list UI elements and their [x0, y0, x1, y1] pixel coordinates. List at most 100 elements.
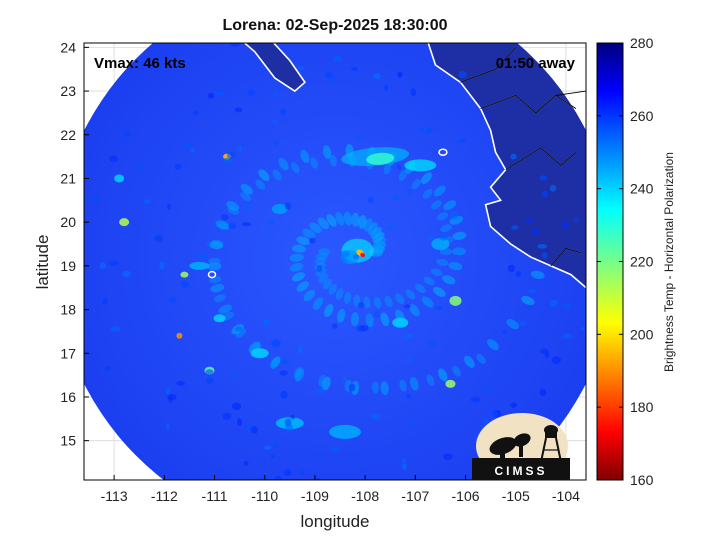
- temp-feature: [143, 199, 152, 204]
- temp-feature: [284, 202, 291, 210]
- temp-feature: [373, 311, 380, 318]
- temp-feature: [193, 110, 199, 116]
- temp-feature: [445, 379, 456, 388]
- temp-feature: [325, 71, 333, 79]
- colorbar-tick-label: 280: [630, 35, 654, 51]
- temp-feature: [168, 297, 177, 303]
- temp-feature: [352, 254, 360, 259]
- temp-feature: [426, 374, 435, 386]
- temp-feature: [464, 355, 475, 368]
- temp-feature: [384, 84, 389, 92]
- temp-feature: [110, 326, 121, 333]
- temp-feature: [380, 381, 389, 396]
- temp-feature: [511, 225, 519, 230]
- temp-feature: [182, 142, 192, 149]
- temp-feature: [223, 311, 235, 321]
- temp-feature: [279, 370, 288, 376]
- temp-feature: [367, 196, 374, 204]
- plot-frame: [83, 42, 587, 481]
- temp-feature: [431, 200, 442, 210]
- temp-feature: [278, 157, 289, 171]
- temp-feature: [351, 212, 360, 227]
- temp-feature: [550, 299, 558, 308]
- temp-feature: [452, 365, 461, 377]
- temp-feature: [285, 423, 294, 432]
- temp-feature: [240, 192, 251, 202]
- temp-feature: [402, 462, 407, 471]
- temp-feature: [433, 286, 446, 297]
- colorbar-tick-label: 260: [630, 108, 654, 124]
- temp-feature: [311, 481, 320, 486]
- temp-feature: [539, 348, 549, 355]
- temp-feature: [386, 224, 394, 230]
- temp-feature: [236, 145, 243, 153]
- temp-feature: [180, 280, 190, 288]
- temp-feature: [322, 376, 331, 391]
- plot-area: -113 -112 -111 -110 -109 -108 -107 -106 -105 -104…: [60, 36, 594, 504]
- y-tick-label: 24: [60, 39, 76, 55]
- temp-feature: [373, 296, 382, 309]
- temp-feature: [309, 237, 316, 244]
- temp-feature: [204, 369, 214, 377]
- temp-feature: [258, 475, 268, 480]
- temp-feature: [119, 218, 130, 227]
- temp-feature: [213, 314, 226, 323]
- temp-feature: [309, 222, 322, 234]
- temp-feature: [302, 228, 316, 239]
- colorbar-label: Brightness Temp - Horizontal Polarizatio…: [662, 152, 676, 372]
- island-socorro: [207, 270, 217, 279]
- temp-feature: [228, 222, 237, 230]
- y-tick-label: 19: [60, 258, 76, 274]
- temp-feature: [406, 189, 412, 196]
- temp-feature: [517, 321, 526, 326]
- temp-feature: [250, 348, 269, 359]
- colorbar-gradient: [596, 42, 624, 481]
- temp-feature: [168, 395, 173, 404]
- temp-feature: [357, 302, 365, 309]
- coastline-outside-swath: [460, 47, 586, 267]
- temp-feature: [180, 271, 189, 278]
- temp-feature: [270, 454, 275, 459]
- temp-feature: [415, 283, 426, 294]
- temp-feature: [328, 283, 338, 295]
- y-tick-label: 22: [60, 127, 76, 143]
- y-tick-label: 18: [60, 302, 76, 318]
- temp-feature: [223, 157, 233, 163]
- temp-feature: [588, 255, 594, 260]
- temp-feature: [357, 134, 363, 142]
- colorbar-tick-label: 220: [630, 254, 654, 270]
- temp-feature: [314, 257, 327, 265]
- temp-feature: [91, 197, 100, 204]
- colorbar: 280 260 240 220 200 180 160 Brightness Temp - …: [596, 35, 676, 488]
- temp-feature: [580, 327, 585, 332]
- temp-feature: [507, 264, 515, 273]
- temp-feature: [296, 236, 310, 245]
- temp-feature: [207, 262, 222, 271]
- temp-feature: [421, 296, 434, 308]
- x-tick-label: -113: [101, 488, 128, 504]
- temp-feature: [422, 188, 433, 199]
- temp-feature: [235, 326, 243, 332]
- temp-feature: [243, 460, 249, 466]
- temp-feature: [541, 190, 549, 198]
- temp-feature: [263, 445, 272, 450]
- temp-feature: [290, 414, 295, 420]
- temp-feature: [482, 417, 489, 424]
- figure-title: Lorena: 02-Sep-2025 18:30:00: [223, 17, 448, 34]
- logo-text: CIMSS: [494, 464, 547, 478]
- temp-feature: [372, 231, 385, 243]
- temp-feature: [208, 257, 221, 265]
- temp-feature: [167, 203, 172, 210]
- temp-feature: [159, 261, 165, 270]
- temp-feature: [325, 36, 334, 43]
- temp-feature: [341, 258, 346, 264]
- temp-feature: [214, 91, 224, 96]
- temp-feature: [271, 204, 288, 215]
- temp-feature: [562, 333, 572, 339]
- temp-feature: [440, 224, 453, 232]
- temp-feature: [210, 283, 225, 293]
- temp-feature: [542, 251, 548, 259]
- temp-feature: [247, 89, 256, 96]
- time-away-annotation: 01:50 away: [496, 55, 576, 72]
- temp-feature: [410, 88, 417, 97]
